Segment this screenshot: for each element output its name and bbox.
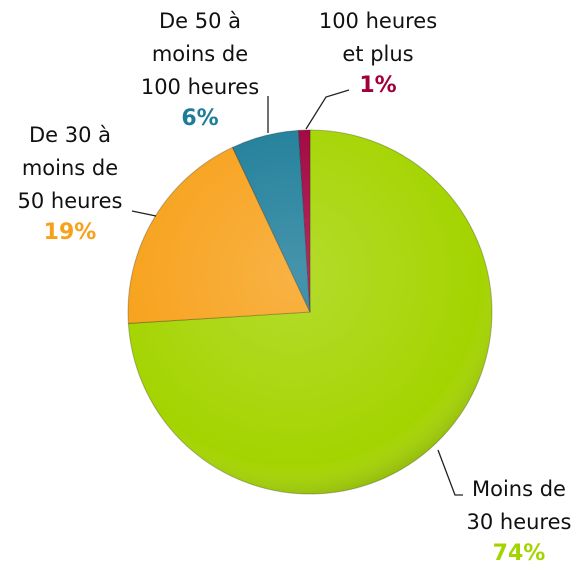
value-label: 19% xyxy=(44,220,97,245)
category-label: Moins de 30 heures xyxy=(467,477,572,534)
value-label: 1% xyxy=(359,73,396,98)
value-label: 6% xyxy=(181,106,218,131)
value-label: 74% xyxy=(493,541,546,561)
leader-line xyxy=(305,89,350,130)
category-label: 100 heures et plus xyxy=(319,9,437,66)
category-label: De 50 à moins de 100 heures xyxy=(141,9,259,99)
category-label: De 30 à moins de 50 heures xyxy=(18,123,123,213)
leader-line xyxy=(131,210,157,217)
leader-line xyxy=(437,449,463,496)
